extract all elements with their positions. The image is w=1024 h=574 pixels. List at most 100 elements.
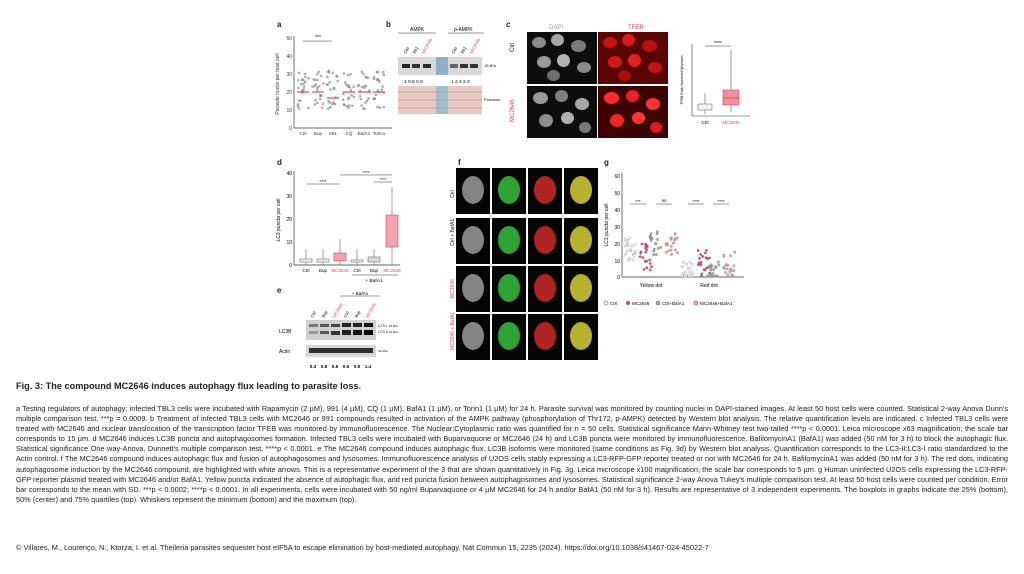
g-point [680,265,684,269]
f-row3: MC2646 [450,279,456,298]
g-point [733,250,737,254]
a-point [362,86,366,90]
e-quant: 0.9 [354,364,361,369]
g-point [645,248,649,251]
a-point [302,82,305,85]
b-quant1: 1 0.8 0.9 [404,79,423,85]
a-ytick: 30 [286,72,292,78]
b-lane: Ctrl [451,46,459,54]
g-ylabel: LC3 puncta per cell [604,203,610,246]
a-point [349,72,352,76]
a-point [319,74,323,78]
a-point [335,74,338,78]
g-point [625,240,629,244]
g-point [676,251,679,255]
a-point [328,80,332,84]
g-point [626,243,630,247]
g-point [673,232,677,236]
d-box [385,214,399,248]
a-point [313,98,317,102]
g-point [726,273,730,277]
d-box [350,259,364,263]
a-point [336,79,340,83]
g-sig: **** [717,199,724,204]
panel-e-blot: + BafA1 Ctrl Bup MC2646 Ctrl Bup MC2646 … [279,291,398,369]
g-point [649,239,653,243]
g-point [711,272,714,275]
g-point [654,242,657,245]
g-point [707,265,711,268]
panel-letter-a: a [277,20,282,29]
a-point [297,86,300,90]
a-xtick: Torin1 [373,131,386,136]
panel-g-chart: 0 10 20 30 40 50 60 LC3 puncta per cell … [603,173,744,306]
c-dapi-ctrl [527,32,597,84]
a-point [367,97,370,100]
a-point [376,105,379,109]
g-point [674,248,677,252]
a-point [297,107,301,110]
g-point [699,253,703,256]
g-point [672,241,675,245]
a-point [362,107,365,110]
g-point [648,268,652,272]
a-point [301,78,304,82]
f-micrograph-tile [492,168,526,214]
f-micrograph-tile [564,168,598,214]
g-point [725,267,729,271]
d-ytick: 30 [286,194,292,200]
g-point [650,237,653,240]
g-point [682,260,685,264]
g-point [632,253,636,257]
a-point [329,88,332,91]
g-point [624,253,627,256]
a-point [332,87,336,91]
a-point [375,78,379,82]
a-point [322,82,325,85]
g-point [648,262,652,265]
g-point [689,274,693,278]
b-quant2: 1 2.4 2.3 [451,79,470,85]
a-point [297,99,301,102]
a-point [360,70,364,74]
e-quant: 0.8 [332,364,339,369]
panel-c-boxplot: TFEB Ratio Nucleus/Cytoplasm **** Ctrl M… [680,41,750,125]
a-point [341,98,345,102]
a-point [311,85,314,88]
a-point [321,102,325,105]
g-group: Yellow dot [640,283,663,289]
a-point [313,103,317,106]
d-box [367,256,381,263]
a-point [316,73,319,76]
g-legend: MC2646+BafA1 [700,301,733,306]
a-point [331,71,335,75]
e-lane: Bup [354,309,362,319]
g-point [644,250,648,254]
e-quant: 0.3 [310,364,317,369]
g-ytick: 60 [614,174,620,180]
c-row1: Ctrl [510,42,516,52]
g-legend: Ctrl [610,301,617,306]
d-ytick: 20 [286,217,292,223]
a-point [315,88,319,92]
a-point [328,101,332,104]
a-point [303,72,307,76]
g-point [625,249,629,253]
a-point [347,96,351,100]
panel-letter-f: f [458,158,461,167]
e-kda3: 40 kDa [378,349,388,353]
panel-d-boxplot: 0 10 20 30 40 LC3 puncta per cell **** *… [276,170,401,284]
g-point [701,255,705,258]
d-xtick: Ctrl [302,268,309,273]
g-point [709,267,713,270]
a-ylabel: Parasite nuclei per host cell [275,53,281,114]
f-micrograph-tile [564,314,598,360]
c-sig: **** [714,41,722,47]
b-lane: 991 [412,45,420,54]
a-point [316,86,319,89]
a-ytick: 50 [286,36,292,42]
a-point [358,94,362,98]
g-point [709,263,713,267]
g-point [708,273,712,277]
f-micrograph-tile [528,218,562,264]
